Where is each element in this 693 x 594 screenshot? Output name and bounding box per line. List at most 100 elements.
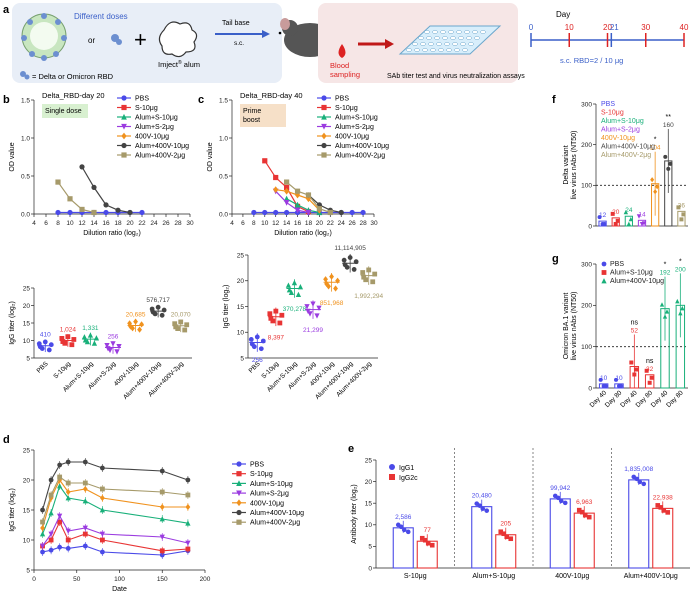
legend-label: Alum+400V-10μg — [135, 143, 189, 150]
x-tick-label: 8 — [56, 220, 60, 227]
y-tick-label: 0.0 — [21, 211, 30, 218]
legend-marker — [321, 104, 327, 111]
data-point — [401, 527, 407, 533]
data-point — [139, 321, 144, 328]
data-point — [48, 492, 54, 498]
legend-label: Alum+S-10μg — [250, 481, 293, 488]
category-label: Alum+400V-10μg — [624, 573, 678, 580]
x-tick-label: 10 — [66, 220, 74, 227]
data-label: 10 — [600, 375, 608, 382]
legend-label: 400V-10μg — [335, 134, 369, 141]
data-point — [283, 200, 290, 206]
data-point — [48, 537, 54, 543]
legend-label: Alum+S-10μg — [335, 115, 378, 122]
data-point — [294, 188, 301, 194]
plate-well — [412, 42, 418, 46]
x-tick-label: 24 — [338, 220, 346, 227]
data-point — [504, 534, 510, 540]
x-tick-label: 10 — [261, 220, 269, 227]
legend-label: S-10μg — [335, 105, 358, 112]
category-label: Alum+400V-2μg — [335, 360, 373, 398]
data-point — [248, 337, 254, 342]
legend-marker — [121, 104, 127, 111]
data-label: 20 — [612, 209, 620, 216]
data-label: 24 — [625, 207, 633, 214]
data-point — [159, 312, 165, 318]
data-point — [91, 209, 97, 216]
blood-sampling-line2: sampling — [330, 70, 360, 79]
data-point — [267, 311, 273, 317]
x-tick-label: 16 — [102, 220, 110, 227]
plate-well — [424, 30, 430, 34]
x-tick-label: 28 — [174, 220, 182, 227]
y-tick-label: 0.5 — [21, 173, 30, 180]
data-point — [268, 315, 274, 321]
y-tick-label: 20 — [23, 303, 31, 310]
x-tick-label: 18 — [114, 220, 122, 227]
chart-b_top: Delta_RBD-day 20 Single dose 0.0 0.5 1.0 1.5 O… — [9, 91, 194, 237]
data-point — [665, 510, 671, 515]
data-label: 52 — [631, 328, 639, 335]
legend-label: Alum+400V-10μg — [610, 278, 664, 285]
x-tick-label: 30 — [186, 220, 194, 227]
plate-well — [454, 48, 460, 52]
data-point — [184, 322, 190, 328]
y-tick-label: 1.0 — [21, 135, 30, 142]
significance-mark: * — [664, 262, 667, 269]
data-label: 20,685 — [126, 311, 146, 318]
chart-c_top: Delta_RBD-day 40 Prime boost 0.0 0.5 1.0 1.5 OD… — [207, 91, 389, 237]
category-label: Alum+S-10μg — [472, 573, 515, 580]
data-point — [150, 309, 156, 315]
data-point — [370, 279, 376, 285]
data-point — [576, 507, 582, 513]
legend-label: PBS — [601, 101, 615, 108]
data-point — [93, 335, 100, 341]
data-label: 21,299 — [303, 327, 323, 334]
category-label: PBS — [36, 360, 51, 375]
data-point — [57, 544, 63, 550]
x-tick-label: 24 — [150, 220, 158, 227]
data-point — [314, 313, 320, 319]
data-point — [57, 483, 63, 489]
data-point — [159, 489, 165, 495]
data-point — [623, 209, 629, 215]
data-point — [55, 209, 61, 216]
y-tick-label: 0 — [588, 223, 592, 230]
plate-well — [442, 36, 448, 40]
data-point — [555, 495, 561, 501]
plate-well — [462, 48, 468, 52]
legend-marker — [236, 499, 242, 507]
data-point — [617, 384, 621, 388]
sc-label: s.c. — [234, 40, 244, 47]
legend-label: PBS — [250, 462, 264, 469]
legend-label: 400V-10μg — [135, 134, 169, 141]
data-point — [422, 537, 428, 543]
plate-well — [464, 30, 470, 34]
data-label: 36 — [678, 202, 686, 209]
adjuvant-label: Imject® alum — [158, 59, 200, 69]
legend-marker — [321, 113, 327, 120]
x-tick-label: 200 — [200, 576, 211, 583]
data-point — [662, 314, 668, 319]
data-point — [632, 372, 637, 377]
data-point — [185, 477, 191, 483]
legend-label: Alum+S-2μg — [135, 124, 174, 131]
legend-marker — [389, 474, 395, 480]
data-point — [360, 270, 366, 275]
y-tick-label: 10 — [23, 338, 31, 345]
data-point — [65, 528, 71, 534]
significance-mark: ns — [631, 320, 639, 327]
plate-well — [438, 48, 444, 52]
y-tick-label: 15 — [23, 320, 31, 327]
panel-label-f: f — [552, 94, 556, 106]
timeline-day-label: 0 — [529, 23, 534, 32]
panel-label-a: a — [3, 4, 10, 16]
data-point — [668, 161, 673, 166]
data-point — [273, 174, 279, 181]
data-point — [139, 209, 145, 216]
y-axis-label: Delta variant — [563, 145, 570, 184]
y-axis-label: Omicron BA.1 variant — [563, 293, 570, 360]
data-point — [398, 524, 404, 530]
data-point — [104, 343, 110, 349]
